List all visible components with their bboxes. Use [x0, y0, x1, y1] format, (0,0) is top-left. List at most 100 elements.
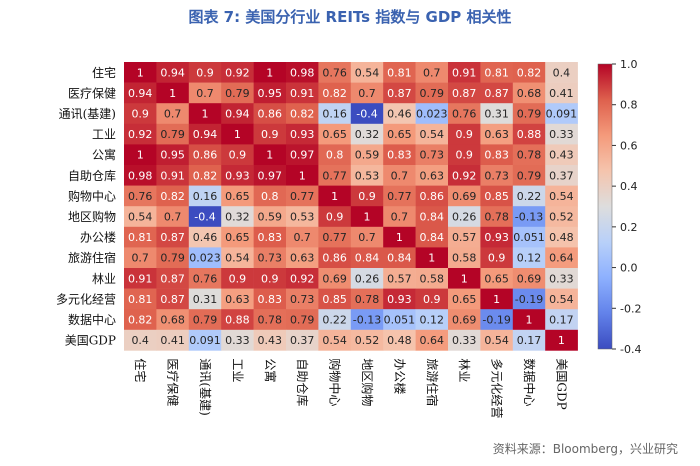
- heatmap-cell-1-7: [350, 82, 384, 104]
- cell-label-5-1: 0.91: [160, 169, 185, 182]
- cell-label-2-8: 0.46: [387, 108, 412, 121]
- heatmap-cell-1-5: [286, 82, 319, 104]
- row-label-5: 自助仓库: [68, 168, 116, 183]
- heatmap-cell-8-10: [448, 226, 481, 248]
- colorbar: 1.0 0.8 0.6 0.4 0.2 0.0 -0.2 -0.4: [597, 58, 641, 356]
- cell-label-7-6: 0.9: [326, 211, 344, 224]
- cell-label-9-7: 0.84: [355, 252, 380, 265]
- heatmap-cell-13-7: [350, 329, 384, 351]
- heatmap-cell-5-12: [512, 165, 546, 186]
- cell-label-13-1: 0.41: [160, 334, 185, 347]
- cell-label-10-4: 0.9: [261, 272, 279, 285]
- heatmap-cell-10-2: [188, 268, 222, 289]
- row-label-9: 旅游住宿: [68, 250, 116, 265]
- cell-label-9-1: 0.79: [160, 252, 185, 265]
- heatmap-cell-8-13: [545, 226, 578, 248]
- cell-label-3-13: 0.33: [549, 128, 574, 141]
- heatmap-cell-12-5: [286, 309, 319, 331]
- cell-label-5-8: 0.7: [391, 169, 409, 182]
- heatmap-cell-1-11: [480, 82, 514, 104]
- cell-label-2-12: 0.79: [517, 108, 542, 121]
- heatmap-cell-3-6: [318, 123, 352, 145]
- heatmap-cell-6-0: [124, 185, 157, 207]
- heatmap-cell-5-1: [156, 165, 190, 186]
- heatmap-cell-4-5: [286, 144, 319, 166]
- heatmap-cell-9-7: [350, 247, 384, 269]
- colorbar-tick-label-6: -0.2: [620, 302, 641, 315]
- heatmap-cell-3-11: [480, 123, 514, 145]
- heatmap-cell-6-2: [188, 185, 222, 207]
- column-label-0: 住宅: [133, 358, 148, 382]
- heatmap-cell-13-11: [480, 329, 514, 351]
- cell-label-0-0: 1: [137, 66, 144, 79]
- cell-label-4-10: 0.9: [455, 149, 473, 162]
- heatmap-cell-4-1: [156, 144, 190, 166]
- cell-label-8-12: 0.051: [513, 231, 545, 244]
- heatmap-cell-3-7: [350, 123, 384, 145]
- heatmap-cell-8-1: [156, 226, 190, 248]
- cell-label-9-10: 0.58: [452, 252, 477, 265]
- cell-label-13-13: 1: [558, 334, 565, 347]
- heatmap-cell-10-12: [512, 268, 546, 289]
- heatmap-cell-4-11: [480, 144, 514, 166]
- cell-label-8-13: 0.48: [549, 231, 574, 244]
- heatmap-cell-5-7: [350, 165, 384, 186]
- cell-label-7-2: -0.4: [194, 211, 215, 224]
- heatmap-cell-10-3: [221, 268, 254, 289]
- heatmap-cell-0-8: [383, 62, 416, 83]
- heatmap-cell-9-10: [448, 247, 481, 269]
- cell-label-8-0: 0.81: [128, 231, 153, 244]
- heatmap-cell-8-3: [221, 226, 254, 248]
- heatmap-cell-10-6: [318, 268, 352, 289]
- colorbar-tick-label-1: 0.8: [620, 99, 638, 112]
- cell-label-13-2: 0.091: [189, 334, 221, 347]
- heatmap-cell-10-0: [124, 268, 157, 289]
- heatmap-cell-1-3: [221, 82, 254, 104]
- cell-label-1-5: 0.91: [290, 87, 315, 100]
- heatmap-cell-8-11: [480, 226, 514, 248]
- heatmap-cell-4-2: [188, 144, 222, 166]
- cell-label-10-12: 0.69: [517, 272, 542, 285]
- heatmap-cell-2-1: [156, 103, 190, 125]
- heatmap-cell-7-11: [480, 206, 514, 228]
- column-label-8: 办公楼: [392, 358, 407, 394]
- cell-label-2-7: -0.4: [356, 108, 377, 121]
- heatmap-cell-5-4: [253, 165, 287, 186]
- cell-label-13-6: 0.54: [322, 334, 347, 347]
- cell-label-8-6: 0.77: [322, 231, 347, 244]
- cell-label-4-5: 0.97: [290, 149, 315, 162]
- heatmap-cell-7-4: [253, 206, 287, 228]
- cell-label-10-8: 0.57: [387, 272, 412, 285]
- cell-label-4-11: 0.83: [484, 149, 509, 162]
- row-label-12: 数据中心: [68, 312, 116, 327]
- cell-label-1-4: 0.95: [258, 87, 283, 100]
- cell-label-0-9: 0.7: [423, 66, 441, 79]
- heatmap-cell-13-1: [156, 329, 190, 351]
- cell-label-0-2: 0.9: [196, 66, 214, 79]
- heatmap-cell-10-8: [383, 268, 416, 289]
- column-labels: 住宅 医疗保健 通讯(基建) 工业 公寓 自助仓库 购物中心 地区购物 办公楼 旅游住宿 林业 多元化…: [133, 358, 568, 418]
- cell-label-1-7: 0.7: [358, 87, 376, 100]
- cell-label-6-9: 0.86: [420, 190, 445, 203]
- cell-label-13-8: 0.48: [387, 334, 412, 347]
- heatmap-cell-9-12: [512, 247, 546, 269]
- cell-label-5-6: 0.77: [322, 169, 347, 182]
- cell-label-9-8: 0.84: [387, 252, 412, 265]
- heatmap-cell-1-1: [156, 82, 190, 104]
- cell-label-9-0: 0.7: [131, 252, 149, 265]
- heatmap-cell-3-8: [383, 123, 416, 145]
- cell-label-12-3: 0.88: [225, 314, 250, 327]
- heatmap-cell-12-10: [448, 309, 481, 331]
- cell-label-13-0: 0.4: [131, 334, 149, 347]
- cell-label-7-5: 0.53: [290, 211, 315, 224]
- heatmap-cell-7-1: [156, 206, 190, 228]
- heatmap-cell-9-1: [156, 247, 190, 269]
- heatmap-cell-13-12: [512, 329, 546, 351]
- cell-label-3-12: 0.88: [517, 128, 542, 141]
- cell-label-12-4: 0.78: [258, 314, 283, 327]
- heatmap-cell-7-9: [415, 206, 449, 228]
- heatmap-cell-0-11: [480, 62, 514, 83]
- heatmap-cell-5-11: [480, 165, 514, 186]
- heatmap-cell-7-12: [512, 206, 546, 228]
- cell-label-5-12: 0.79: [517, 169, 542, 182]
